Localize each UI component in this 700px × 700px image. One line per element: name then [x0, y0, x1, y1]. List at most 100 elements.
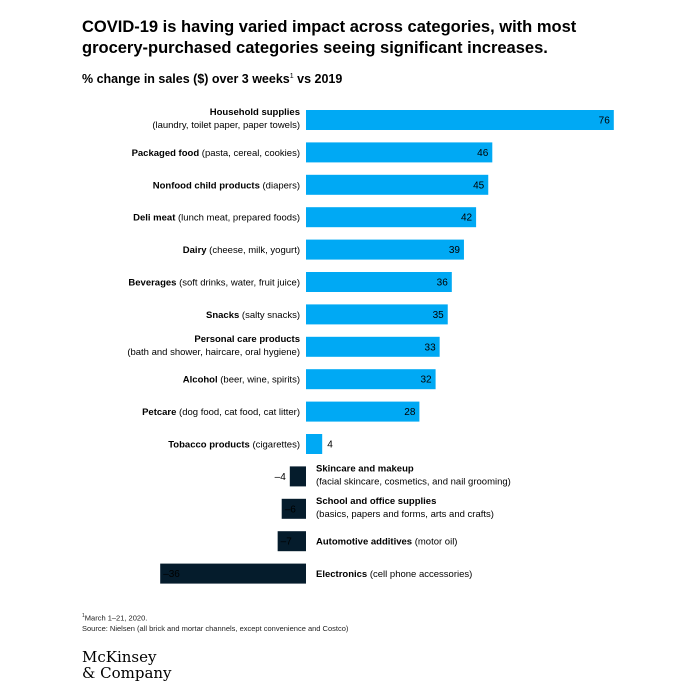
category-label-11-line-2: (facial skincare, cosmetics, and nail gr… [316, 476, 511, 487]
bar-9 [306, 401, 420, 422]
value-label-13: –7 [281, 537, 293, 548]
category-name: Electronics [316, 569, 367, 580]
bar-8 [306, 369, 436, 390]
category-name: Beverages [128, 278, 176, 289]
category-name: Automotive additives [316, 537, 412, 548]
category-label-5-line-1: Beverages (soft drinks, water, fruit jui… [128, 278, 300, 289]
bar-row-5: 36 Beverages (soft drinks, water, fruit j… [128, 272, 452, 292]
category-label-14-line-1: Electronics (cell phone accessories) [316, 569, 472, 580]
category-name: Alcohol [183, 375, 218, 386]
bar-row-13: –7 Automotive additives (motor oil) [277, 531, 457, 552]
bar-row-6: 35 Snacks (salty snacks) [206, 304, 448, 325]
value-label-6: 35 [433, 310, 445, 321]
bar-row-0: 76 Household supplies (laundry, toilet pap… [152, 107, 614, 131]
value-label-12: –6 [285, 504, 297, 515]
subtitle-footnote-mark: 1 [289, 72, 294, 80]
footnote-date: March 1–21, 2020. [84, 613, 148, 623]
category-label-8-line-1: Alcohol (beer, wine, spirits) [183, 375, 300, 386]
category-name: Skincare and makeup [316, 463, 414, 474]
bar-12 [281, 498, 306, 519]
bar-row-14: –36 Electronics (cell phone accessories) [160, 563, 472, 584]
category-name: School and office supplies [316, 496, 436, 507]
category-detail: (beer, wine, spirits) [218, 375, 300, 386]
footnote-line-1: 1March 1–21, 2020. [82, 611, 348, 624]
category-name: Tobacco products [168, 440, 250, 451]
bar-11 [289, 466, 306, 487]
bar-row-9: 28 Petcare (dog food, cat food, cat litte… [142, 401, 420, 422]
bar-3 [306, 207, 477, 228]
category-detail: (dog food, cat food, cat litter) [176, 407, 300, 418]
value-label-2: 45 [473, 180, 485, 191]
bar-row-4: 39 Dairy (cheese, milk, yogurt) [183, 239, 464, 260]
value-label-8: 32 [420, 375, 432, 386]
category-label-3-line-1: Deli meat (lunch meat, prepared foods) [133, 213, 300, 224]
bar-7 [306, 336, 440, 357]
value-label-9: 28 [404, 407, 416, 418]
footnote-mark: 1 [82, 613, 85, 619]
bar-row-3: 42 Deli meat (lunch meat, prepared foods) [133, 207, 477, 228]
value-label-11: –4 [275, 472, 287, 483]
category-name: Snacks [206, 310, 239, 321]
chart-title: COVID-19 is having varied impact across … [82, 18, 577, 57]
category-detail: (pasta, cereal, cookies) [199, 148, 300, 159]
category-label-7-line-1: Personal care products [194, 334, 300, 345]
logo-line-2: & Company [82, 664, 172, 682]
category-label-13-line-1: Automotive additives (motor oil) [316, 537, 457, 548]
value-label-7: 33 [425, 342, 437, 353]
category-detail: (diapers) [260, 180, 300, 191]
bar-6 [306, 304, 448, 325]
value-label-0: 76 [599, 116, 611, 127]
bar-row-10: 4 Tobacco products (cigarettes) [168, 434, 333, 454]
category-label-0-line-2: (laundry, toilet paper, paper towels) [152, 120, 300, 131]
category-label-2-line-1: Nonfood child products (diapers) [153, 180, 300, 191]
category-label-12-line-2: (basics, papers and forms, arts and craf… [316, 509, 494, 520]
subtitle-suffix: vs 2019 [293, 72, 343, 86]
bar-14 [160, 563, 306, 584]
bar-row-7: 33 Personal care products (bath and shower… [127, 334, 440, 358]
bar-row-12: –6 School and office supplies (basics, pap… [281, 496, 494, 520]
value-label-14: –36 [163, 569, 180, 580]
bar-2 [306, 174, 489, 195]
category-label-9-line-1: Petcare (dog food, cat food, cat litter) [142, 407, 300, 418]
category-detail: (cheese, milk, yogurt) [207, 245, 300, 256]
category-name: Deli meat [133, 213, 176, 224]
category-label-10-line-1: Tobacco products (cigarettes) [168, 440, 300, 451]
value-label-1: 46 [477, 148, 489, 159]
category-label-12-line-1: School and office supplies [316, 496, 436, 507]
category-name: Nonfood child products [153, 180, 260, 191]
value-label-5: 36 [437, 278, 449, 289]
bar-4 [306, 239, 464, 260]
category-detail: (motor oil) [412, 537, 457, 548]
bar-0 [306, 110, 614, 130]
category-detail: (cell phone accessories) [367, 569, 472, 580]
bar-13 [277, 531, 306, 552]
category-name: Dairy [183, 245, 207, 256]
category-detail: (salty snacks) [239, 310, 300, 321]
bar-1 [306, 142, 493, 163]
bar-row-11: –4 Skincare and makeup (facial skincare, c… [275, 463, 511, 487]
value-label-4: 39 [449, 245, 461, 256]
category-label-11-line-1: Skincare and makeup [316, 463, 414, 474]
category-detail: (lunch meat, prepared foods) [175, 213, 300, 224]
footnote: 1March 1–21, 2020. Source: Nielsen (all … [82, 611, 348, 634]
category-name: Packaged food [132, 148, 200, 159]
logo-line-1: McKinsey [82, 648, 157, 666]
bar-10 [306, 434, 323, 454]
footnote-source: Source: Nielsen (all brick and mortar ch… [82, 623, 349, 633]
category-label-7-line-2: (bath and shower, haircare, oral hygiene… [127, 347, 300, 358]
subtitle-text: % change in sales ($) over 3 weeks [82, 72, 290, 86]
category-label-4-line-1: Dairy (cheese, milk, yogurt) [183, 245, 300, 256]
category-label-6-line-1: Snacks (salty snacks) [206, 310, 300, 321]
bar-5 [306, 272, 452, 292]
category-detail: (cigarettes) [250, 440, 300, 451]
category-label-1-line-1: Packaged food (pasta, cereal, cookies) [132, 148, 300, 159]
category-name: Petcare [142, 407, 176, 418]
bar-row-2: 45 Nonfood child products (diapers) [153, 174, 489, 195]
category-name: Household supplies [210, 107, 300, 118]
bar-row-8: 32 Alcohol (beer, wine, spirits) [183, 369, 436, 390]
value-label-10: 4 [327, 440, 333, 451]
mckinsey-logo: McKinsey & Company [82, 649, 172, 681]
chart-subtitle: % change in sales ($) over 3 weeks1 vs 2… [82, 72, 342, 86]
value-label-3: 42 [461, 213, 473, 224]
